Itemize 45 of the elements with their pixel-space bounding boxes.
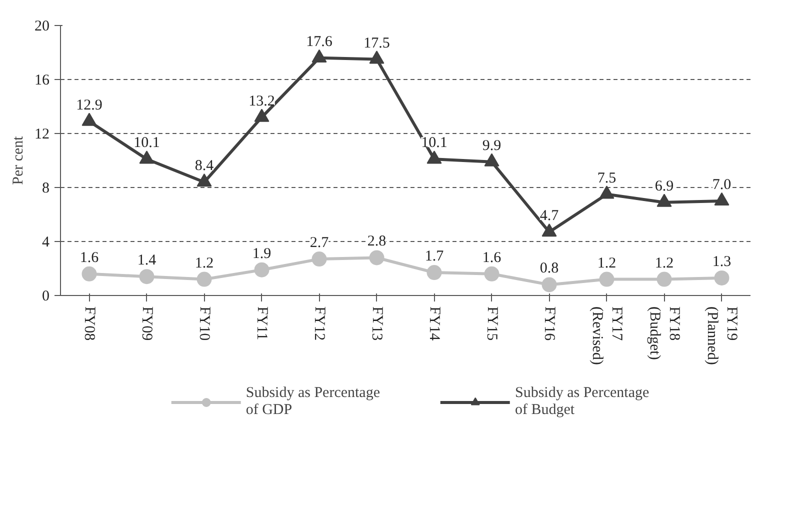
data-label: 6.9	[654, 178, 674, 194]
x-tick-label: FY19 (Planned)	[704, 306, 740, 365]
data-label: 7.5	[597, 170, 616, 186]
x-tick-label: FY18 (Budget)	[646, 306, 682, 360]
data-label: 10.1	[421, 135, 448, 152]
data-label: 1.9	[252, 246, 272, 262]
x-tick-label: FY15	[484, 306, 500, 341]
x-tick-label: FY11	[254, 306, 270, 340]
y-axis-title: Per cent	[10, 135, 26, 185]
data-label: 0.8	[540, 260, 559, 277]
data-label: 1.7	[424, 248, 444, 265]
data-label: 1.3	[712, 254, 732, 270]
legend-label: Subsidy as Percentage of Budget	[515, 385, 650, 419]
data-label: 1.6	[80, 250, 100, 266]
y-tick-label: 12	[34, 126, 50, 142]
data-label: 12.9	[76, 97, 102, 114]
data-label: 17.6	[306, 34, 333, 50]
data-label: 1.2	[597, 255, 616, 272]
data-label: 1.2	[194, 255, 214, 272]
x-tick-label: FY10	[196, 306, 212, 341]
data-label: 2.7	[310, 235, 330, 252]
data-label: 1.2	[654, 255, 674, 272]
x-tick-label: FY17 (Revised)	[589, 306, 624, 365]
data-label: 1.6	[482, 250, 502, 266]
data-label: 13.2	[248, 93, 275, 110]
x-tick-label: FY13	[368, 306, 385, 341]
x-tick-label: FY14	[426, 306, 442, 342]
data-label: 10.1	[134, 135, 160, 152]
data-label: 2.8	[367, 234, 386, 250]
data-label: 8.4	[194, 158, 214, 174]
data-label: 4.7	[540, 208, 560, 224]
data-label: 17.5	[364, 35, 390, 52]
y-tick-label: 4	[42, 234, 50, 250]
y-tick-label: 8	[42, 180, 50, 196]
x-tick-label: FY12	[311, 306, 328, 341]
x-tick-label: FY08	[81, 306, 98, 341]
x-tick-label: FY09	[138, 306, 155, 341]
data-label: 9.9	[482, 138, 502, 154]
x-tick-label: FY16	[541, 306, 558, 342]
legend-label: Subsidy as Percentage of GDP	[246, 385, 380, 419]
data-label: 1.4	[137, 252, 157, 269]
y-tick-label: 0	[42, 288, 50, 304]
y-tick-label: 16	[34, 72, 50, 88]
y-tick-label: 20	[34, 18, 50, 34]
data-label: 7.0	[712, 177, 732, 193]
